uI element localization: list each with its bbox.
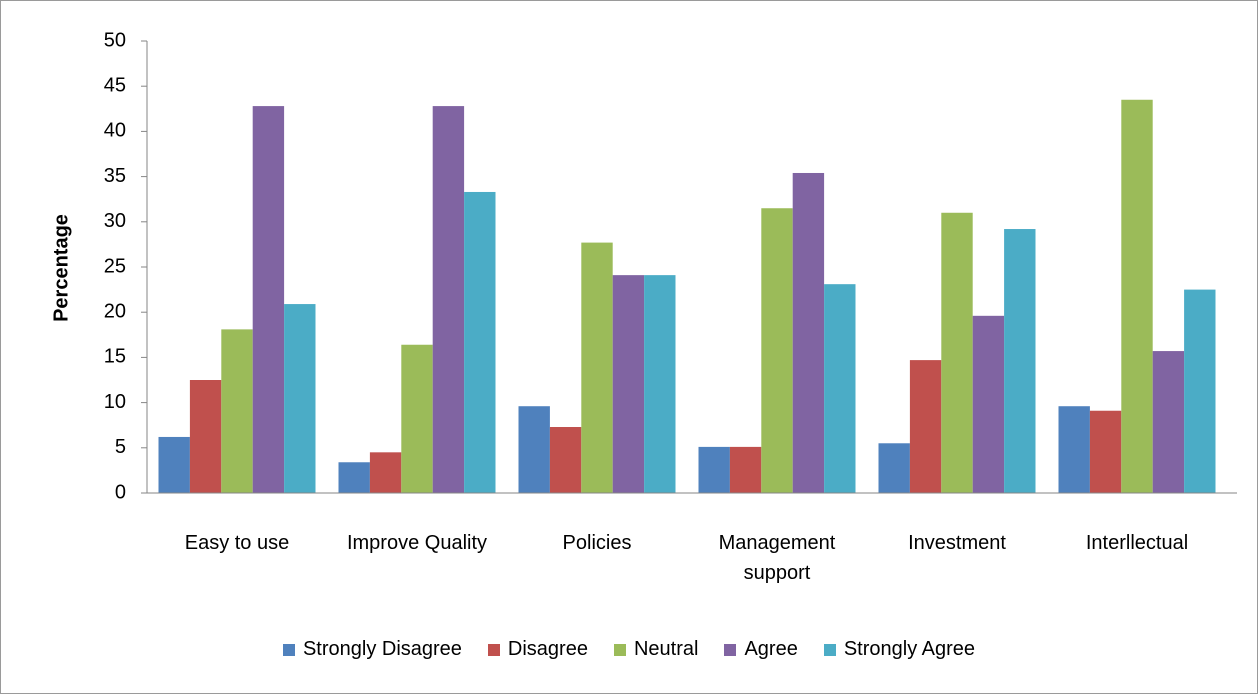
bar <box>612 275 645 493</box>
bar <box>401 344 433 493</box>
y-tick-label: 30 <box>104 210 126 232</box>
y-tick-label: 5 <box>115 436 126 458</box>
y-tick-label: 35 <box>104 165 126 187</box>
legend-item: Neutral <box>613 638 699 661</box>
legend-swatch <box>487 643 500 656</box>
bar <box>252 106 285 493</box>
bar <box>1004 229 1036 494</box>
bar <box>369 452 402 493</box>
bar <box>549 427 582 493</box>
bar <box>698 446 730 493</box>
bar <box>581 242 613 493</box>
y-tick-label: 10 <box>104 391 126 413</box>
legend-label: Disagree <box>507 638 588 660</box>
bar <box>221 329 253 493</box>
bar <box>644 275 676 493</box>
bar <box>1184 289 1216 493</box>
bar <box>284 304 316 493</box>
legend-label: Neutral <box>633 638 699 660</box>
legend-swatch <box>282 643 295 656</box>
y-tick-label: 15 <box>104 346 126 368</box>
bar <box>158 436 190 493</box>
y-tick-label: 0 <box>115 481 126 503</box>
y-axis-label: Percentage <box>50 214 72 322</box>
y-tick-label: 40 <box>104 120 126 142</box>
x-tick-label: Investment <box>908 532 1006 554</box>
x-tick-label: Policies <box>562 532 632 554</box>
legend-label: Strongly Disagree <box>302 638 462 660</box>
x-tick-label: Interllectual <box>1085 532 1189 554</box>
bar <box>972 315 1005 493</box>
legend-swatch <box>724 643 737 656</box>
bar <box>909 360 942 493</box>
y-tick-label: 50 <box>104 29 126 51</box>
y-tick-label: 20 <box>104 300 126 322</box>
bar <box>941 212 973 493</box>
bar <box>1121 99 1153 493</box>
y-tick-label: 25 <box>104 255 126 277</box>
legend-item: Strongly Agree <box>823 638 976 661</box>
legend-swatch <box>823 643 836 656</box>
bar <box>1058 406 1090 493</box>
bar <box>1152 351 1185 493</box>
bar <box>761 208 793 494</box>
bar <box>792 172 825 493</box>
legend-label: Strongly Agree <box>843 638 976 660</box>
x-tick-label: Easy to use <box>184 532 290 554</box>
bar <box>518 406 550 493</box>
bar <box>189 380 222 493</box>
legend: Strongly Disagree Disagree Neutral Agree Str… <box>0 638 1258 661</box>
bar <box>338 462 370 493</box>
x-tick-label: Management support <box>718 532 836 584</box>
bar <box>824 284 856 493</box>
bar <box>729 446 762 493</box>
y-tick-label: 45 <box>104 74 126 96</box>
legend-label: Agree <box>744 638 798 660</box>
legend-item: Disagree <box>487 638 588 661</box>
x-tick-label: Improve Quality <box>346 532 488 554</box>
bar <box>1089 410 1122 493</box>
bar <box>878 443 910 493</box>
bar <box>432 106 465 493</box>
legend-item: Strongly Disagree <box>282 638 462 661</box>
legend-item: Agree <box>724 638 798 661</box>
bar <box>464 191 496 493</box>
legend-swatch <box>613 643 626 656</box>
